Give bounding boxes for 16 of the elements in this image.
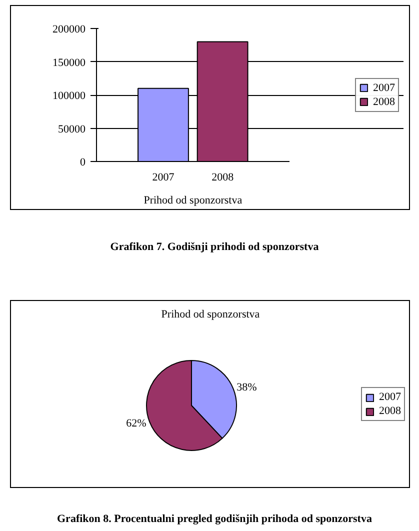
legend-label: 2007 <box>373 82 395 94</box>
legend-label: 2008 <box>379 405 401 417</box>
y-tick-label: 50000 <box>58 123 86 136</box>
y-tick-label: 200000 <box>52 24 86 36</box>
text: Grafikon 8. Procentualni pregled godišnjih prihoda od sponzorstva <box>57 512 372 527</box>
text: 2008 <box>212 172 234 184</box>
legend-label: 2007 <box>379 391 401 403</box>
legend-label: 2008 <box>373 96 395 108</box>
y-tick-label: 150000 <box>52 56 86 69</box>
data-label: 38% <box>236 382 257 394</box>
text: 2007 <box>152 172 174 184</box>
chart-title: Prihod od sponzorstva <box>161 308 260 320</box>
y-tick-label: 0 <box>80 156 86 168</box>
y-tick-label: 100000 <box>52 90 86 102</box>
text: Grafikon 7. Godišnji prihodi od sponzorstva <box>110 240 319 255</box>
data-label: 62% <box>126 417 146 430</box>
